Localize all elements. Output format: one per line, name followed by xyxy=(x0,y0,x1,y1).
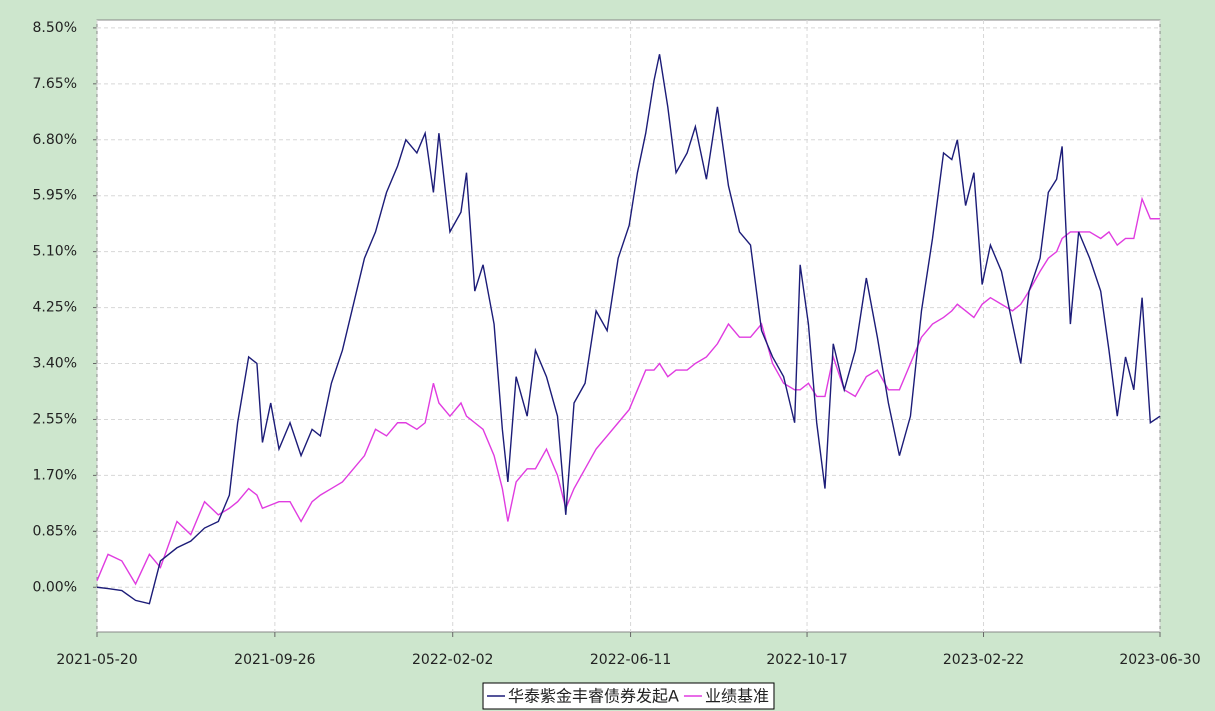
x-tick-label: 2023-06-30 xyxy=(1119,652,1200,668)
legend-label: 华泰紫金丰睿债券发起A xyxy=(508,687,679,706)
y-tick-label: 5.95% xyxy=(33,188,77,204)
x-tick-label: 2021-09-26 xyxy=(234,652,315,668)
y-tick-label: 0.85% xyxy=(33,523,77,539)
y-tick-label: 3.40% xyxy=(33,356,77,372)
legend-label: 业绩基准 xyxy=(705,687,769,706)
series-line xyxy=(96,196,1160,586)
y-tick-label: 1.70% xyxy=(33,467,77,483)
x-tick-label: 2022-10-17 xyxy=(766,652,847,668)
plot-area xyxy=(96,19,1161,633)
legend xyxy=(482,682,775,710)
y-tick-label: 7.65% xyxy=(33,76,77,92)
series-line xyxy=(96,54,1161,605)
y-tick-label: 6.80% xyxy=(33,132,77,148)
y-tick-label: 2.55% xyxy=(33,411,77,427)
y-tick-label: 4.25% xyxy=(33,300,77,316)
y-tick-label: 8.50% xyxy=(33,20,77,36)
x-tick-label: 2021-05-20 xyxy=(56,652,137,668)
y-tick-label: 5.10% xyxy=(33,244,77,260)
x-tick-label: 2022-02-02 xyxy=(412,652,493,668)
x-tick-label: 2023-02-22 xyxy=(943,652,1024,668)
y-tick-label: 0.00% xyxy=(33,579,77,595)
x-tick-label: 2022-06-11 xyxy=(590,652,671,668)
